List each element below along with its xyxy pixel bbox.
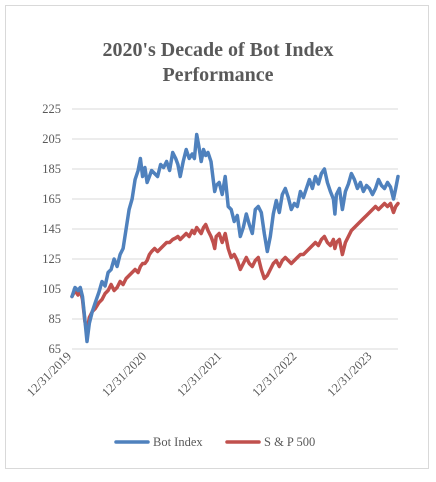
legend: Bot Index S & P 500 [114, 435, 315, 449]
legend-label-0: Bot Index [153, 435, 203, 449]
x-tick-label: 12/31/2019 [24, 349, 74, 399]
x-tick-label: 12/31/2021 [174, 349, 224, 399]
x-tick-label: 12/31/2022 [249, 349, 299, 399]
x-axis-ticks: 12/31/2019 12/31/2020 12/31/2021 12/31/2022… [24, 349, 375, 399]
series-lines [70, 132, 400, 344]
y-tick-label: 145 [42, 222, 61, 236]
series-line-0 [70, 132, 400, 344]
y-tick-label: 225 [42, 102, 61, 116]
y-tick-label: 105 [42, 282, 61, 296]
gridlines [72, 108, 398, 350]
chart-title-line-1: 2020's Decade of Bot Index [102, 39, 333, 61]
y-axis-ticks: 225 205 185 165 145 125 105 85 65 [42, 102, 61, 356]
y-tick-label: 65 [49, 342, 62, 356]
y-tick-label: 85 [49, 312, 62, 326]
chart-title-line-2: Performance [162, 64, 273, 86]
y-tick-label: 185 [42, 162, 61, 176]
x-tick-label: 12/31/2023 [324, 349, 374, 399]
series-line-1 [70, 201, 400, 335]
y-tick-label: 125 [42, 252, 61, 266]
y-tick-label: 205 [42, 132, 61, 146]
legend-label-1: S & P 500 [264, 435, 315, 449]
x-tick-label: 12/31/2020 [99, 349, 149, 399]
y-tick-label: 165 [42, 192, 61, 206]
